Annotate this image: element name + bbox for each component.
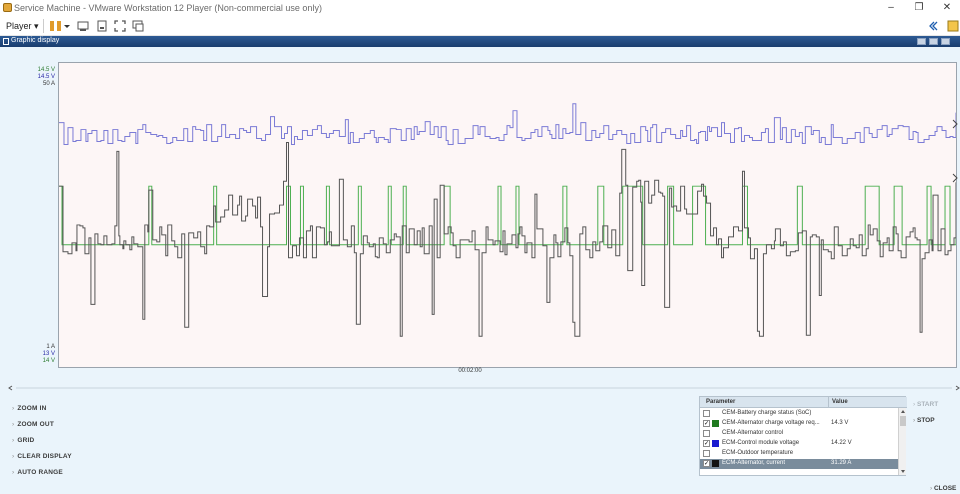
- parameter-name: CEM-Alternator control: [722, 430, 784, 436]
- parameter-name: ECM-Outdoor temperature: [722, 450, 794, 456]
- parameter-row[interactable]: ✓ ECM-Control module voltage 14.22 V: [700, 439, 898, 449]
- checkbox-checked[interactable]: ✓: [703, 420, 710, 427]
- plot-vertical-scrollbar[interactable]: [950, 62, 960, 368]
- horizontal-scrollbar[interactable]: [8, 379, 960, 391]
- window-title: Service Machine - VMware Workstation 12 …: [14, 3, 322, 13]
- y-axis-top-label-1: 14.5 V: [37, 67, 55, 73]
- panel-minimize-button[interactable]: [917, 38, 926, 45]
- checkbox-unchecked[interactable]: [703, 430, 710, 437]
- y-axis-bottom-label-3: 14 V: [42, 358, 55, 364]
- vmware-toolbar: Player ▾: [0, 16, 960, 36]
- series-line-charge-voltage-request: [59, 185, 956, 246]
- auto-range-label: AUTO RANGE: [17, 469, 63, 476]
- start-button[interactable]: › START: [913, 401, 939, 408]
- grid-button[interactable]: › GRID: [12, 437, 35, 444]
- header-divider: [828, 397, 829, 408]
- panel-restore-button[interactable]: [929, 38, 938, 45]
- maximize-button[interactable]: ❐: [914, 2, 924, 13]
- parameter-name: CEM-Alternator charge voltage req...: [722, 420, 820, 426]
- zoom-out-label: ZOOM OUT: [17, 421, 54, 428]
- y-axis-bottom-label-1: 1 A: [46, 344, 55, 350]
- clear-display-label: CLEAR DISPLAY: [17, 453, 72, 460]
- pause-icon[interactable]: [48, 19, 64, 33]
- library-icon[interactable]: [946, 19, 960, 33]
- parameter-row[interactable]: ECM-Outdoor temperature: [700, 449, 898, 459]
- checkbox-unchecked[interactable]: [703, 450, 710, 457]
- parameter-value: 14.22 V: [831, 440, 852, 446]
- unity-icon[interactable]: [131, 19, 145, 33]
- parameter-value: 31.29 A: [831, 460, 852, 466]
- stop-button[interactable]: › STOP: [913, 417, 935, 424]
- close-button[interactable]: › CLOSE: [930, 485, 957, 492]
- series-line-alternator-current: [59, 141, 956, 337]
- stop-label: STOP: [916, 417, 935, 424]
- close-window-button[interactable]: ✕: [942, 2, 952, 13]
- time-axis-label: 00:02:00: [458, 368, 482, 374]
- parameter-row[interactable]: ✓ CEM-Alternator charge voltage req... 14.…: [700, 419, 898, 429]
- zoom-in-label: ZOOM IN: [17, 405, 47, 412]
- series-line-control-module-voltage: [59, 103, 956, 145]
- grid-label: GRID: [17, 437, 35, 444]
- player-menu[interactable]: Player ▾: [6, 21, 39, 31]
- graphic-display-title: Graphic display: [11, 37, 60, 44]
- collapse-toolbar-icon[interactable]: [928, 19, 938, 33]
- series-color-swatch: [712, 420, 719, 427]
- parameter-row[interactable]: ✓ ECM-Alternator, current 31.29 A: [700, 459, 898, 469]
- graphic-display-titlebar: Graphic display: [0, 36, 960, 47]
- parameter-name: CEM-Battery charge status (SoC): [722, 410, 812, 416]
- graph-plot-area[interactable]: [58, 62, 957, 368]
- clear-display-button[interactable]: › CLEAR DISPLAY: [12, 453, 72, 460]
- series-color-swatch: [712, 440, 719, 447]
- series-color-swatch: [712, 460, 719, 467]
- parameter-table: Parameter Value CEM-Battery charge statu…: [699, 396, 907, 476]
- value-column-header[interactable]: Value: [832, 399, 848, 405]
- y-axis-top-label-2: 14.5 V: [37, 74, 55, 80]
- graph-canvas: [59, 103, 956, 337]
- y-axis-bottom-label-2: 13 V: [42, 351, 55, 357]
- y-axis-top-label-3: 50 A: [42, 81, 55, 87]
- checkbox-checked[interactable]: ✓: [703, 460, 710, 467]
- zoom-in-button[interactable]: › ZOOM IN: [12, 405, 47, 412]
- parameter-row[interactable]: CEM-Alternator control: [700, 429, 898, 439]
- send-ctrl-alt-del-icon[interactable]: [76, 19, 90, 33]
- checkbox-unchecked[interactable]: [703, 410, 710, 417]
- minimize-button[interactable]: –: [888, 2, 894, 13]
- parameter-name: ECM-Alternator, current: [722, 460, 786, 466]
- window-titlebar: Service Machine - VMware Workstation 12 …: [0, 0, 960, 16]
- auto-range-button[interactable]: › AUTO RANGE: [12, 469, 63, 476]
- parameter-table-header: Parameter Value: [700, 397, 907, 408]
- checkbox-checked[interactable]: ✓: [703, 440, 710, 447]
- parameter-name: ECM-Control module voltage: [722, 440, 800, 446]
- panel-close-button[interactable]: [941, 38, 950, 45]
- parameter-row[interactable]: CEM-Battery charge status (SoC): [700, 409, 898, 419]
- start-label: START: [916, 401, 939, 408]
- removable-devices-icon[interactable]: [95, 19, 109, 33]
- parameter-table-scrollbar[interactable]: [898, 408, 906, 475]
- parameter-column-header[interactable]: Parameter: [706, 399, 736, 405]
- vmware-app-icon: [3, 3, 12, 12]
- pause-dropdown-icon[interactable]: [63, 19, 71, 33]
- parameter-value: 14.3 V: [831, 420, 849, 426]
- full-screen-icon[interactable]: [113, 19, 127, 33]
- toolbar-divider: [43, 19, 44, 33]
- zoom-out-button[interactable]: › ZOOM OUT: [12, 421, 54, 428]
- graphic-display-icon: [3, 38, 9, 45]
- close-label: CLOSE: [933, 485, 957, 492]
